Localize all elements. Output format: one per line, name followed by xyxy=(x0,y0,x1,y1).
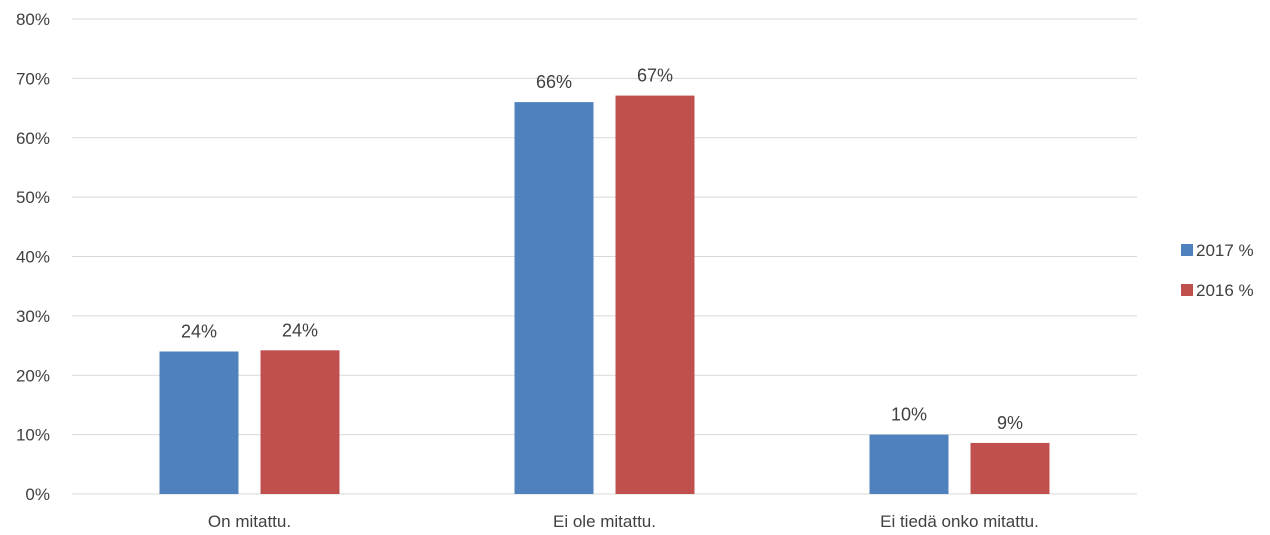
y-tick-label: 40% xyxy=(16,248,50,267)
x-category-label: Ei ole mitattu. xyxy=(553,512,656,531)
legend: 2017 % 2016 % xyxy=(1181,241,1254,300)
bar-series-1 xyxy=(869,434,949,494)
y-tick-label: 0% xyxy=(25,485,50,504)
y-axis-ticks: 0% 10% 20% 30% 40% 50% 60% 70% 80% xyxy=(16,10,50,504)
data-label: 24% xyxy=(282,320,318,340)
y-tick-label: 50% xyxy=(16,188,50,207)
y-tick-label: 80% xyxy=(16,10,50,29)
legend-swatch xyxy=(1181,284,1193,296)
data-label: 24% xyxy=(181,322,217,342)
data-label: 66% xyxy=(536,72,572,92)
data-label: 67% xyxy=(637,66,673,86)
x-category-label: Ei tiedä onko mitattu. xyxy=(880,512,1039,531)
legend-label: 2016 % xyxy=(1196,281,1254,300)
gridlines xyxy=(72,18,1137,495)
bar-series-2 xyxy=(615,95,695,494)
bar-series-2 xyxy=(970,442,1050,494)
y-tick-label: 60% xyxy=(16,129,50,148)
data-label: 10% xyxy=(891,405,927,425)
legend-swatch xyxy=(1181,244,1193,256)
y-tick-label: 10% xyxy=(16,426,50,445)
bar-series-1 xyxy=(514,102,594,494)
data-labels: 24% 24% 66% 67% 10% 9% xyxy=(181,66,1023,433)
bar-series-1 xyxy=(159,351,239,494)
legend-label: 2017 % xyxy=(1196,241,1254,260)
data-label: 9% xyxy=(997,413,1023,433)
bars xyxy=(159,95,1050,494)
y-tick-label: 70% xyxy=(16,69,50,88)
x-category-label: On mitattu. xyxy=(208,512,291,531)
x-axis-categories: On mitattu. Ei ole mitattu. Ei tiedä onko … xyxy=(208,512,1039,531)
bar-series-2 xyxy=(260,350,340,494)
y-tick-label: 30% xyxy=(16,307,50,326)
y-tick-label: 20% xyxy=(16,366,50,385)
